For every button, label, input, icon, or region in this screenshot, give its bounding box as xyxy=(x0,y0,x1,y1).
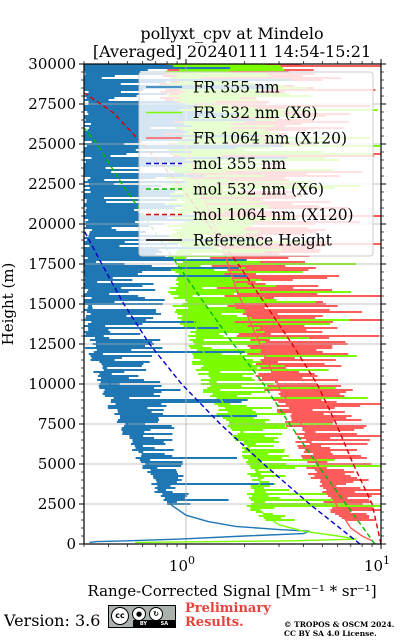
cc-license-badge: cc ● ↻ BY SA xyxy=(108,605,176,628)
legend: FR 355 nm FR 532 nm (X6) FR 1064 nm (X120)… xyxy=(138,71,374,257)
cc-sa-label: SA xyxy=(160,620,169,627)
copyright-line-2: CC BY SA 4.0 License. xyxy=(284,629,377,638)
legend-entry-3: mol 355 nm xyxy=(193,155,286,173)
preliminary-results-label: Preliminary Results. xyxy=(185,602,271,630)
x-axis-label: Range-Corrected Signal [Mm⁻¹ * sr⁻¹] xyxy=(87,582,376,600)
legend-entry-5: mol 1064 nm (X120) xyxy=(193,206,354,224)
version-label: Version: 3.6 xyxy=(4,611,101,630)
signal-chart: pollyxt_cpv at Mindelo [Averaged] 202401… xyxy=(0,24,390,600)
chart-title-line-2: [Averaged] 20240111 14:54-15:21 xyxy=(93,42,371,61)
y-tick-label-1: 2500 xyxy=(38,495,76,513)
series-line-3 xyxy=(84,230,361,544)
series-line-5 xyxy=(84,92,381,544)
y-axis-label: Height (m) xyxy=(0,263,17,346)
y-tick-label-2: 5000 xyxy=(38,455,76,473)
series-line-1 xyxy=(135,295,357,544)
y-tick-label-7: 17500 xyxy=(28,255,76,273)
x-tick-label-1: 101 xyxy=(364,554,390,575)
legend-entry-2: FR 1064 nm (X120) xyxy=(193,130,347,148)
series-line-2 xyxy=(185,143,373,542)
legend-entry-4: mol 532 nm (X6) xyxy=(193,181,324,199)
y-tick-label-0: 0 xyxy=(66,535,76,553)
x-tick-label-0: 100 xyxy=(169,554,195,575)
y-tick-label-10: 25000 xyxy=(28,135,76,153)
share-alike-icon: ↻ xyxy=(149,607,163,621)
y-tick-label-5: 12500 xyxy=(28,335,76,353)
preliminary-line-2: Results. xyxy=(185,615,244,630)
y-tick-label-9: 22500 xyxy=(28,175,76,193)
y-tick-label-8: 20000 xyxy=(28,215,76,233)
ticks-layer: 0 2500 5000 7500 10000 12500 15000 17500 20000 22… xyxy=(28,55,390,575)
cc-by-label: BY xyxy=(139,620,147,627)
legend-entry-0: FR 355 nm xyxy=(193,79,280,97)
copyright-note: © TROPOS & OSCM 2024. CC BY SA 4.0 Licen… xyxy=(284,620,394,638)
y-tick-label-12: 30000 xyxy=(28,55,76,73)
y-tick-label-6: 15000 xyxy=(28,295,76,313)
legend-box xyxy=(138,71,374,257)
y-tick-label-4: 10000 xyxy=(28,375,76,393)
by-attribution-icon: ● xyxy=(132,607,146,621)
copyright-line-1: © TROPOS & OSCM 2024. xyxy=(284,620,395,629)
preliminary-line-1: Preliminary xyxy=(185,601,271,616)
legend-entry-1: FR 532 nm (X6) xyxy=(193,104,317,122)
cc-icon: cc xyxy=(111,606,129,625)
series-line-0 xyxy=(89,319,310,544)
series-layer xyxy=(84,92,381,544)
y-tick-label-3: 7500 xyxy=(38,415,76,433)
legend-entry-6: Reference Height xyxy=(193,232,333,250)
y-tick-label-11: 27500 xyxy=(28,95,76,113)
chart-title-line-1: pollyxt_cpv at Mindelo xyxy=(140,24,323,43)
series-line-4 xyxy=(84,127,376,544)
